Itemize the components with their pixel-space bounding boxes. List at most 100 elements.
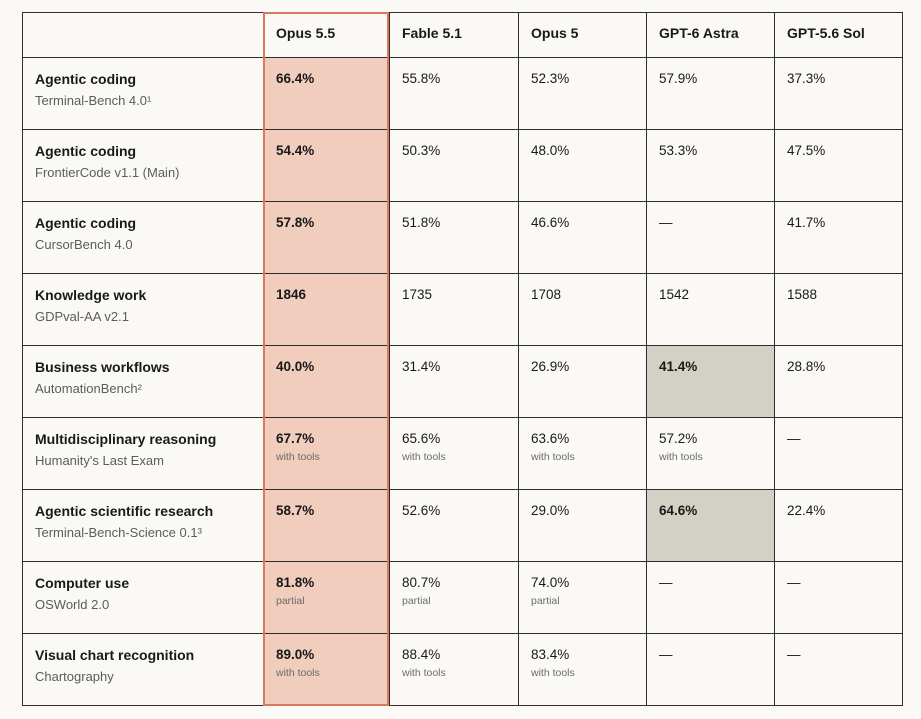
score-value: 80.7%	[402, 575, 441, 590]
table-row: Agentic coding Terminal-Bench 4.0¹ 66.4% 55…	[22, 57, 903, 130]
score-cell-fable-5-1: 88.4% with tools	[389, 633, 519, 706]
header-opus-5-5: Opus 5.5	[263, 12, 390, 58]
benchmark-name: CursorBench 4.0	[35, 237, 133, 252]
header-benchmark	[22, 12, 264, 58]
score-value: 89.0%	[276, 647, 315, 662]
score-cell-opus-5-5: 1846	[263, 273, 390, 346]
benchmark-cell: Business workflows AutomationBench²	[22, 345, 264, 418]
header-fable-5-1: Fable 5.1	[389, 12, 519, 58]
benchmark-cell: Knowledge work GDPval-AA v2.1	[22, 273, 264, 346]
score-cell-gpt-5-6-sol: —	[774, 417, 903, 490]
score-value: 57.8%	[276, 215, 315, 230]
score-cell-opus-5: 46.6%	[518, 201, 647, 274]
score-cell-gpt-5-6-sol: 41.7%	[774, 201, 903, 274]
score-value: 81.8%	[276, 575, 315, 590]
score-cell-gpt-6-astra: —	[646, 633, 775, 706]
score-value: 1542	[659, 287, 690, 302]
score-value: 46.6%	[531, 215, 570, 230]
table-row: Visual chart recognition Chartography 89.0…	[22, 633, 903, 706]
score-note: with tools	[531, 451, 575, 463]
score-value: 1846	[276, 287, 307, 302]
table-row: Computer use OSWorld 2.0 81.8% partial 80.7%…	[22, 561, 903, 634]
score-value: 50.3%	[402, 143, 441, 158]
score-value: —	[787, 431, 801, 446]
score-cell-gpt-6-astra: 53.3%	[646, 129, 775, 202]
score-value: 64.6%	[659, 503, 698, 518]
category-name: Agentic coding	[35, 143, 137, 159]
score-note: partial	[402, 595, 431, 607]
score-value: 63.6%	[531, 431, 570, 446]
score-cell-gpt-5-6-sol: 47.5%	[774, 129, 903, 202]
score-value: 57.2%	[659, 431, 698, 446]
category-name: Computer use	[35, 575, 130, 591]
score-cell-opus-5: 48.0%	[518, 129, 647, 202]
score-cell-gpt-5-6-sol: —	[774, 633, 903, 706]
score-cell-opus-5: 63.6% with tools	[518, 417, 647, 490]
header-row: Opus 5.5 Fable 5.1 Opus 5 GPT-6 Astra GP…	[22, 12, 903, 58]
score-note: partial	[531, 595, 560, 607]
score-value: 31.4%	[402, 359, 441, 374]
header-gpt-6-astra: GPT-6 Astra	[646, 12, 775, 58]
header-gpt-5-6-sol: GPT-5.6 Sol	[774, 12, 903, 58]
score-note: with tools	[402, 667, 446, 679]
score-cell-opus-5-5: 67.7% with tools	[263, 417, 390, 490]
score-value: 28.8%	[787, 359, 826, 374]
score-value: 74.0%	[531, 575, 570, 590]
category-name: Agentic scientific research	[35, 503, 214, 519]
score-value: —	[787, 575, 801, 590]
benchmark-cell: Visual chart recognition Chartography	[22, 633, 264, 706]
score-cell-gpt-5-6-sol: 37.3%	[774, 57, 903, 130]
score-cell-opus-5-5: 66.4%	[263, 57, 390, 130]
score-cell-fable-5-1: 80.7% partial	[389, 561, 519, 634]
score-value: 57.9%	[659, 71, 698, 86]
score-cell-gpt-6-astra: —	[646, 561, 775, 634]
score-cell-gpt-6-astra: 41.4%	[646, 345, 775, 418]
score-value: 65.6%	[402, 431, 441, 446]
benchmark-name: Terminal-Bench 4.0¹	[35, 93, 152, 108]
score-cell-gpt-5-6-sol: 1588	[774, 273, 903, 346]
score-value: 41.7%	[787, 215, 826, 230]
score-value: 51.8%	[402, 215, 441, 230]
score-cell-gpt-5-6-sol: 28.8%	[774, 345, 903, 418]
score-cell-gpt-6-astra: —	[646, 201, 775, 274]
table-row: Agentic coding CursorBench 4.0 57.8% 51.8% 4…	[22, 201, 903, 274]
score-value: 52.3%	[531, 71, 570, 86]
benchmark-table: Opus 5.5 Fable 5.1 Opus 5 GPT-6 Astra GP…	[22, 12, 903, 706]
benchmark-name: Chartography	[35, 669, 114, 684]
category-name: Agentic coding	[35, 215, 137, 231]
score-value: 53.3%	[659, 143, 698, 158]
score-note: with tools	[531, 667, 575, 679]
score-cell-gpt-6-astra: 1542	[646, 273, 775, 346]
score-cell-opus-5-5: 58.7%	[263, 489, 390, 562]
score-cell-gpt-5-6-sol: —	[774, 561, 903, 634]
benchmark-cell: Agentic coding Terminal-Bench 4.0¹	[22, 57, 264, 130]
score-value: —	[659, 647, 673, 662]
benchmark-cell: Agentic coding FrontierCode v1.1 (Main)	[22, 129, 264, 202]
benchmark-name: AutomationBench²	[35, 381, 142, 396]
score-value: 22.4%	[787, 503, 826, 518]
category-name: Multidisciplinary reasoning	[35, 431, 217, 447]
score-cell-gpt-6-astra: 64.6%	[646, 489, 775, 562]
score-value: 54.4%	[276, 143, 315, 158]
score-value: 40.0%	[276, 359, 315, 374]
score-cell-opus-5-5: 89.0% with tools	[263, 633, 390, 706]
category-name: Knowledge work	[35, 287, 147, 303]
score-value: —	[659, 215, 673, 230]
score-cell-opus-5: 1708	[518, 273, 647, 346]
score-cell-opus-5-5: 57.8%	[263, 201, 390, 274]
score-cell-fable-5-1: 51.8%	[389, 201, 519, 274]
category-name: Visual chart recognition	[35, 647, 195, 663]
score-cell-fable-5-1: 55.8%	[389, 57, 519, 130]
score-note: with tools	[402, 451, 446, 463]
score-value: 48.0%	[531, 143, 570, 158]
score-value: 55.8%	[402, 71, 441, 86]
score-value: 47.5%	[787, 143, 826, 158]
score-cell-fable-5-1: 31.4%	[389, 345, 519, 418]
score-value: 29.0%	[531, 503, 570, 518]
score-value: —	[659, 575, 673, 590]
benchmark-name: Terminal-Bench-Science 0.1³	[35, 525, 202, 540]
benchmark-cell: Agentic coding CursorBench 4.0	[22, 201, 264, 274]
score-cell-opus-5-5: 40.0%	[263, 345, 390, 418]
score-cell-opus-5-5: 81.8% partial	[263, 561, 390, 634]
score-value: —	[787, 647, 801, 662]
